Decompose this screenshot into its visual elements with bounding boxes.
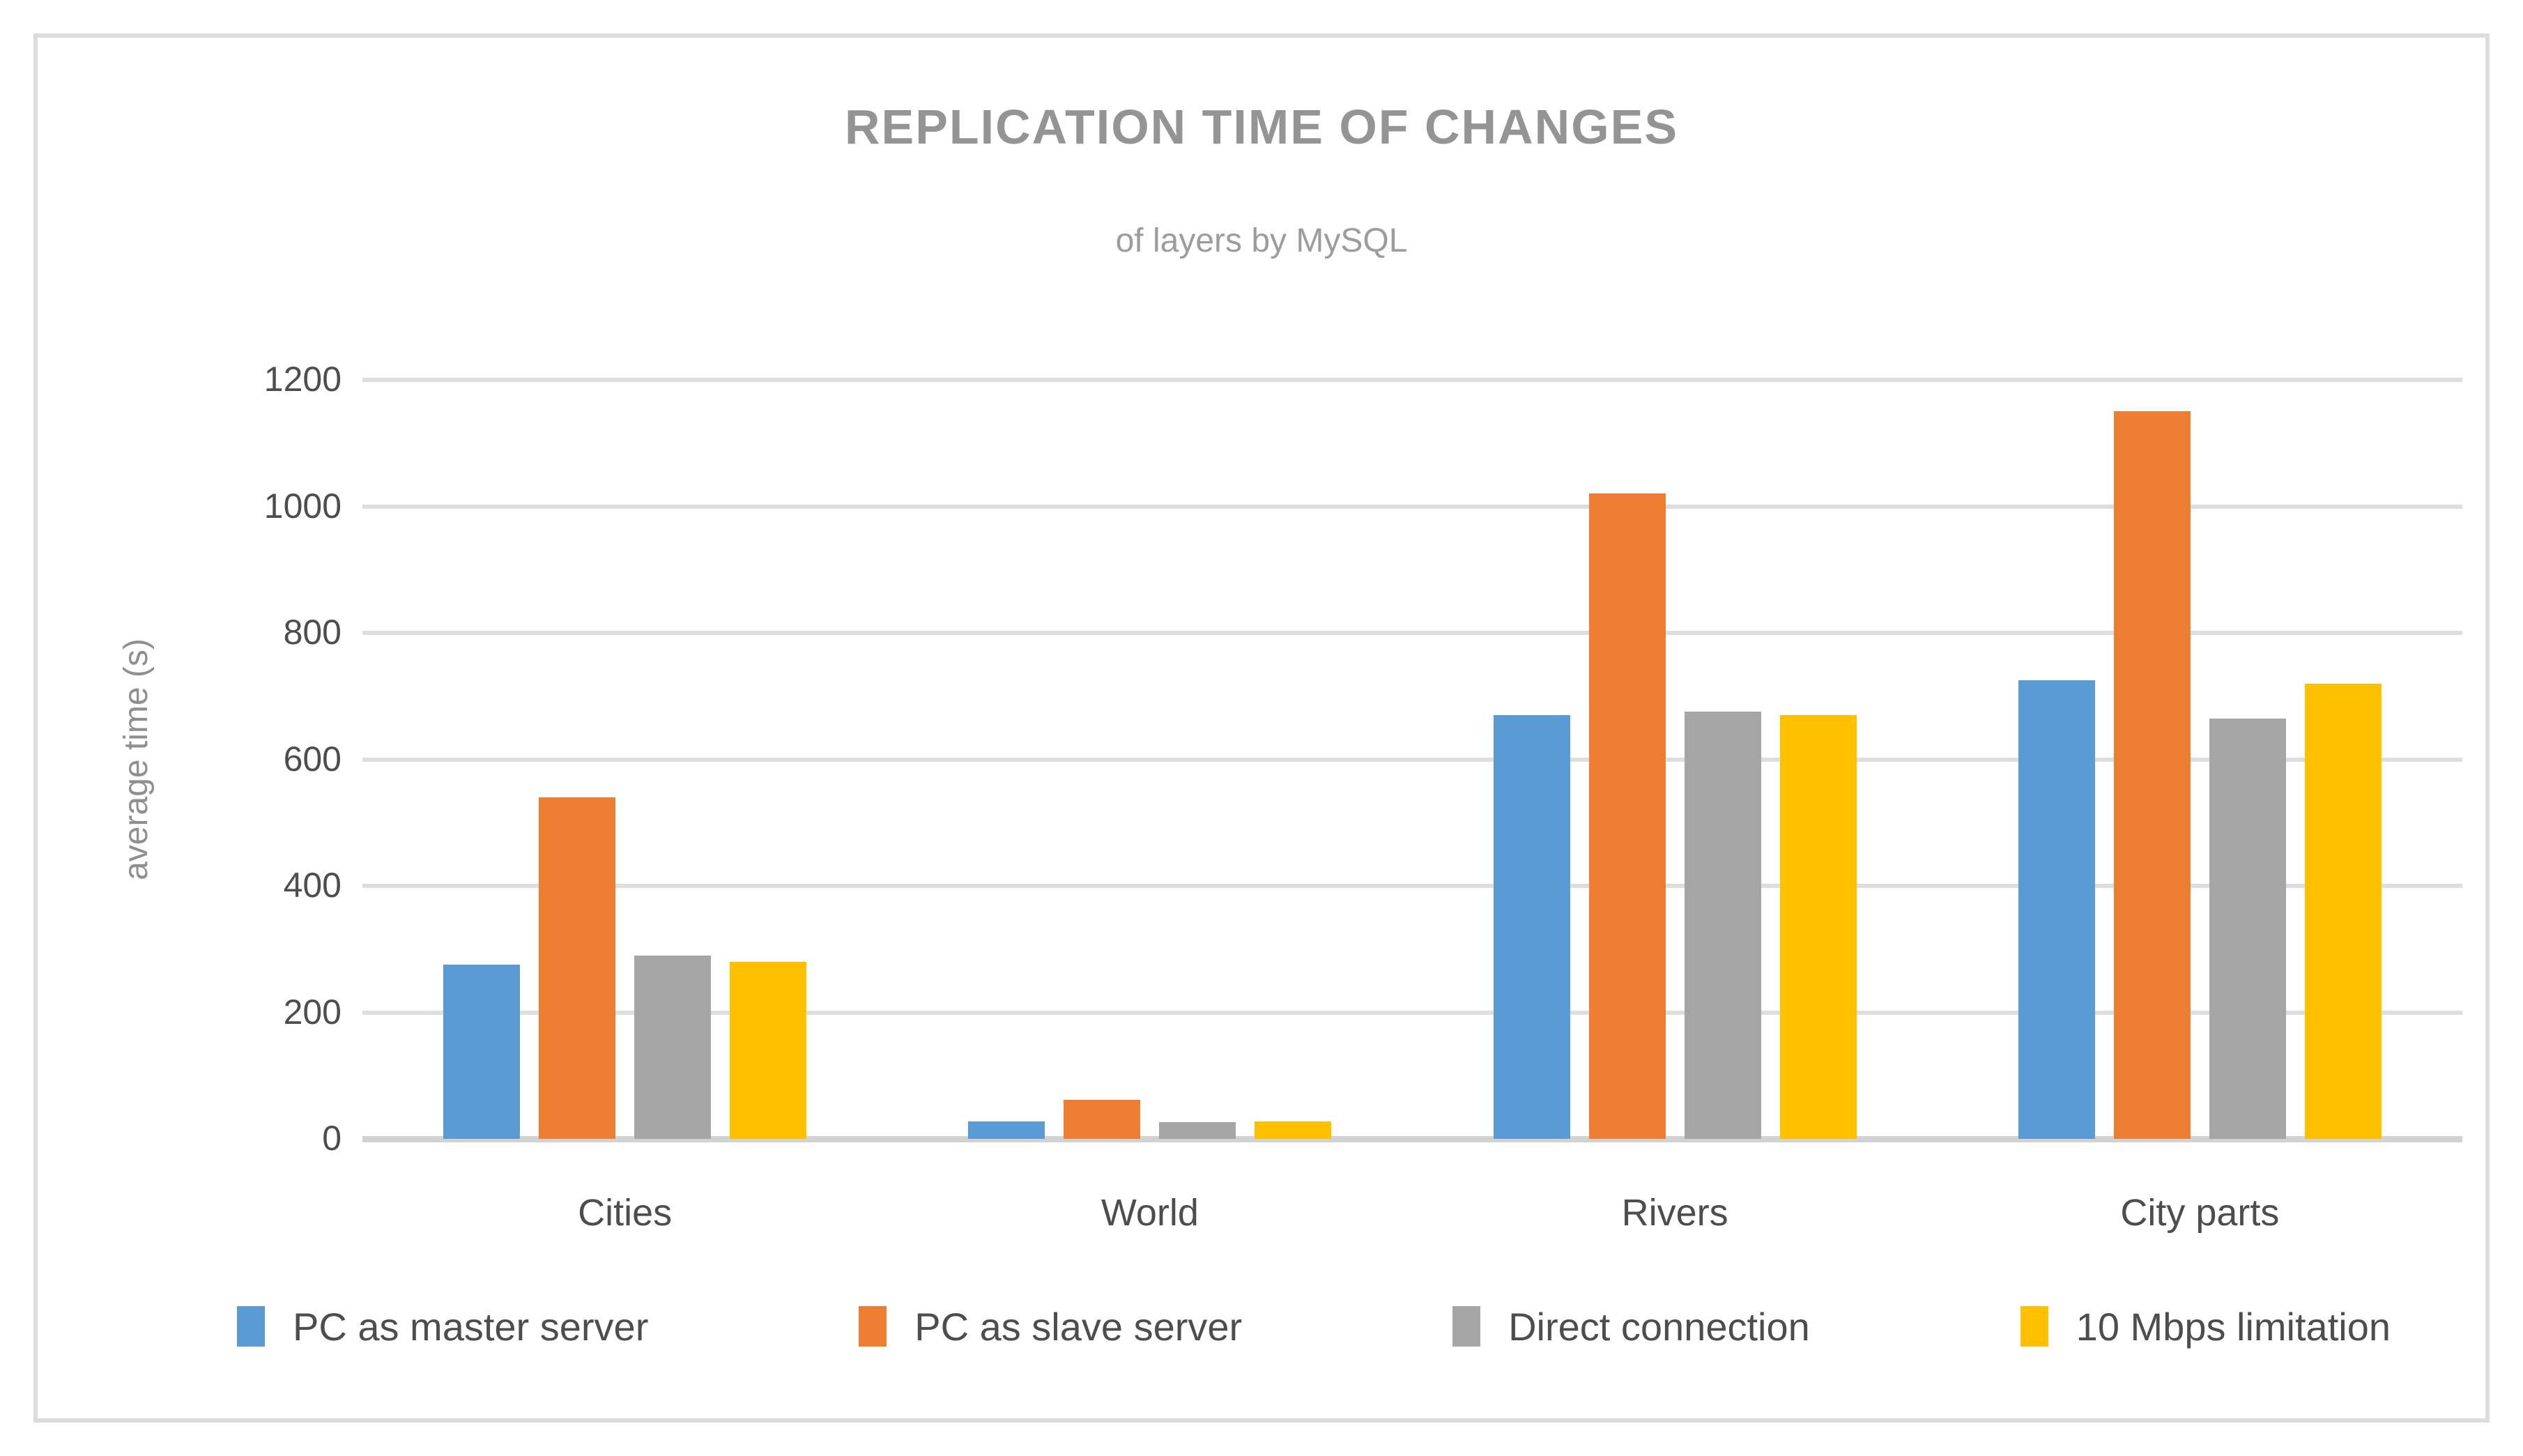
legend-item: PC as master server [237, 1304, 648, 1349]
y-tick-label: 400 [283, 866, 342, 905]
y-tick-label: 200 [283, 992, 342, 1032]
bar [1255, 1121, 1332, 1139]
bar [730, 962, 807, 1139]
plot-area [362, 378, 2462, 1142]
gridline-1200 [362, 378, 2462, 382]
bar [2018, 680, 2095, 1139]
legend-label: Direct connection [1508, 1304, 1810, 1349]
y-tick-label: 1000 [263, 486, 342, 526]
legend-label: PC as master server [293, 1304, 649, 1349]
legend-swatch [859, 1306, 887, 1347]
bar [1159, 1122, 1236, 1139]
y-tick-label: 0 [322, 1119, 342, 1158]
bar [1493, 715, 1570, 1139]
y-axis-title: average time (s) [117, 638, 155, 880]
legend: PC as master server PC as slave server Dir… [237, 1288, 2391, 1365]
gridline-800 [362, 631, 2462, 635]
gridline-400 [362, 884, 2462, 888]
legend-item: Direct connection [1452, 1304, 1810, 1349]
legend-swatch [1452, 1306, 1481, 1347]
category-label: Rivers [1621, 1192, 1728, 1234]
legend-label: PC as slave server [914, 1304, 1243, 1349]
category-label: Cities [578, 1192, 673, 1234]
bar [1064, 1100, 1141, 1139]
bar-group-city-parts [1938, 380, 2462, 1139]
category-label: World [1101, 1192, 1199, 1234]
legend-swatch [237, 1306, 265, 1347]
bar [539, 797, 616, 1139]
y-axis-title-wrap: average time (s) [84, 380, 188, 1139]
bar [2209, 719, 2286, 1139]
bar-group-world [887, 380, 1412, 1139]
bar [634, 956, 712, 1139]
bar [2113, 411, 2191, 1139]
bar [2304, 684, 2382, 1139]
legend-swatch [2020, 1306, 2048, 1347]
gridline-600 [362, 757, 2462, 762]
y-tick-label: 600 [283, 739, 342, 779]
y-tick-label: 1200 [263, 360, 342, 399]
bar [968, 1121, 1045, 1139]
gridline-1000 [362, 504, 2462, 509]
bar [443, 965, 521, 1139]
chart-subtitle: of layers by MySQL [1115, 222, 1408, 259]
bar-group-rivers [1413, 380, 1938, 1139]
gridline-0 [362, 1136, 2462, 1142]
legend-item: PC as slave server [859, 1304, 1242, 1349]
category-label: City parts [2120, 1192, 2280, 1234]
legend-label: 10 Mbps limitation [2076, 1304, 2391, 1349]
bar [1684, 712, 1761, 1139]
gridline-200 [362, 1010, 2462, 1015]
y-tick-label: 800 [283, 613, 342, 652]
bar [1588, 493, 1666, 1139]
legend-item: 10 Mbps limitation [2020, 1304, 2391, 1349]
bar [1779, 715, 1857, 1139]
bar-group-cities [362, 380, 887, 1139]
chart-title: REPLICATION TIME OF CHANGES [844, 100, 1679, 154]
